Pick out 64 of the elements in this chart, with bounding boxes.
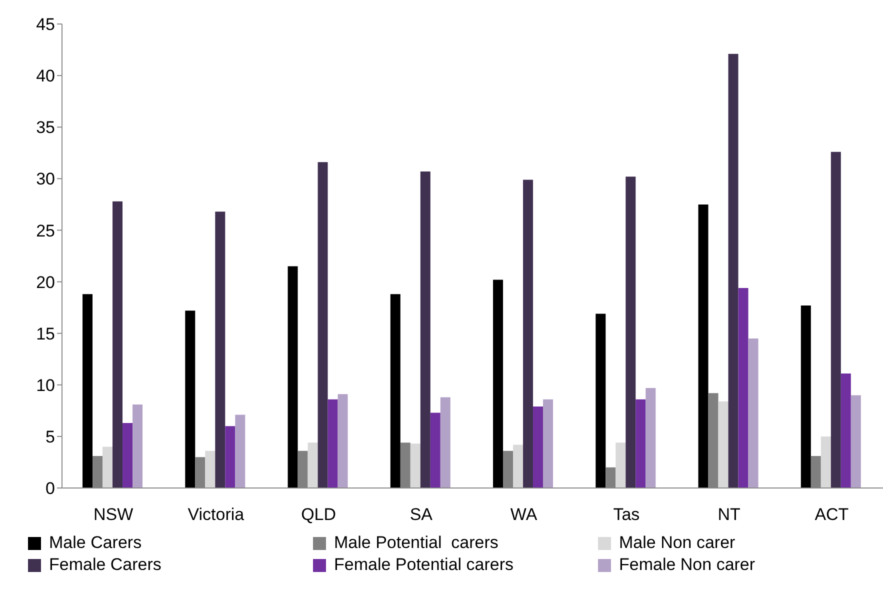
bar (420, 171, 430, 488)
legend-label: Female Non carer (619, 555, 756, 575)
y-tick-label: 0 (46, 479, 55, 498)
bar (718, 401, 728, 488)
bar (225, 426, 236, 488)
legend-label: Female Potential carers (334, 555, 514, 575)
bar (235, 414, 246, 488)
bar (390, 294, 400, 488)
bar (440, 397, 450, 488)
bar (626, 176, 636, 488)
legend-label: Male Potential carers (334, 533, 498, 553)
x-tick-label: QLD (301, 505, 336, 524)
x-tick-label: ACT (814, 505, 849, 524)
bar (830, 152, 841, 488)
legend-label: Male Non carer (619, 533, 736, 553)
x-tick-label: NT (718, 505, 740, 524)
bar (185, 310, 196, 488)
bar (82, 294, 93, 488)
bar (596, 314, 606, 488)
bar (102, 446, 113, 488)
y-tick-label: 35 (36, 118, 55, 138)
bar (646, 388, 656, 488)
bar (338, 394, 348, 488)
bar (533, 406, 544, 488)
bar (850, 395, 861, 488)
legend-label: Female Carers (49, 555, 162, 575)
bar (728, 54, 738, 488)
bar (738, 288, 748, 488)
x-tick-label: SA (410, 505, 434, 524)
x-tick-label: Tas (613, 505, 640, 524)
y-tick-label: 10 (36, 376, 55, 395)
y-tick-label: 15 (36, 324, 55, 344)
bar (616, 442, 626, 488)
bar (493, 280, 504, 488)
bar (698, 204, 708, 488)
bar (328, 399, 338, 488)
bar (840, 374, 851, 488)
y-tick-label: 40 (36, 66, 55, 86)
y-tick-label: 25 (36, 221, 55, 240)
y-tick-label: 20 (36, 272, 55, 292)
bar (215, 212, 226, 488)
bar (112, 201, 123, 488)
bar (308, 442, 318, 488)
bar (820, 436, 831, 488)
x-tick-label: NSW (93, 505, 134, 524)
bar (636, 399, 646, 488)
legend-label: Male Carers (49, 533, 142, 553)
bar (748, 338, 758, 488)
y-tick-label: 30 (36, 170, 55, 189)
bar (318, 162, 328, 488)
bar (430, 412, 440, 488)
bar (288, 266, 298, 488)
y-tick-label: 5 (46, 427, 55, 446)
x-tick-label: Victoria (188, 505, 245, 524)
bar (543, 399, 554, 488)
bar (205, 450, 216, 488)
bar (132, 404, 143, 488)
y-tick-label: 45 (36, 15, 55, 34)
bar (513, 444, 524, 488)
bar (410, 444, 420, 488)
bar (800, 305, 811, 488)
bar (122, 423, 133, 488)
bar (523, 180, 534, 488)
x-tick-label: WA (510, 505, 538, 524)
